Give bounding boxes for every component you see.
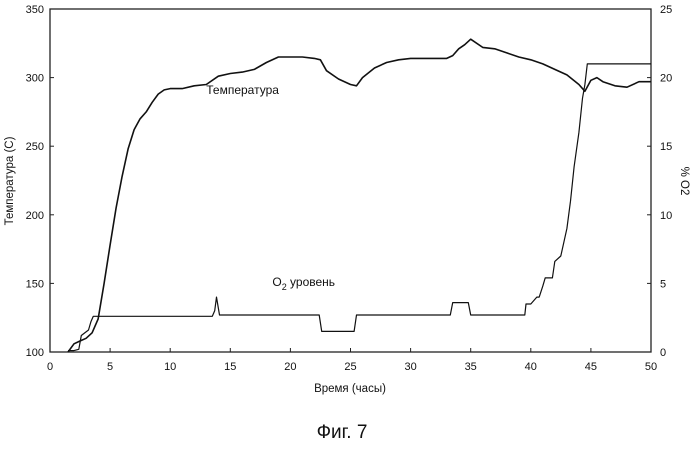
x-tick-label: 10 xyxy=(164,361,176,373)
y-left-tick-label: 150 xyxy=(26,278,44,290)
x-tick-label: 15 xyxy=(224,361,236,373)
y-axis-title-right: % О2 xyxy=(678,167,690,196)
x-tick-label: 5 xyxy=(107,361,113,373)
x-tick-label: 45 xyxy=(585,361,597,373)
y-right-tick-label: 0 xyxy=(660,347,666,359)
x-tick-label: 40 xyxy=(525,361,537,373)
annotation-o2-level: О2 уровень xyxy=(272,275,335,292)
x-tick-label: 25 xyxy=(344,361,356,373)
y-left-tick-label: 350 xyxy=(26,4,44,16)
x-axis-title: Время (часы) xyxy=(314,383,386,395)
figure-caption: Фиг. 7 xyxy=(317,422,368,443)
o2-level-series-line xyxy=(68,64,651,351)
annotation-temperature: Температура xyxy=(206,83,279,97)
y-right-tick-label: 10 xyxy=(660,210,672,222)
ticks-layer: 0 5 10 15 20 25 30 35 40 45 50 100 150 200 250 300 350 0 5… xyxy=(26,4,673,373)
y-axis-title-left: Температура (С) xyxy=(4,136,16,225)
y-right-tick-label: 5 xyxy=(660,278,666,290)
y-right-tick-label: 25 xyxy=(660,4,672,16)
x-tick-label: 30 xyxy=(404,361,416,373)
series-layer xyxy=(68,39,651,352)
y-left-tick-label: 100 xyxy=(26,347,44,359)
annotation-o2-rest: уровень xyxy=(287,275,335,289)
y-right-tick-label: 20 xyxy=(660,73,672,85)
annotation-o2-main: О xyxy=(272,275,281,289)
plot-frame xyxy=(50,9,651,352)
x-tick-label: 0 xyxy=(47,361,53,373)
y-left-tick-label: 250 xyxy=(26,141,44,153)
y-right-tick-label: 15 xyxy=(660,141,672,153)
x-tick-label: 35 xyxy=(465,361,477,373)
temperature-series-line xyxy=(68,39,651,352)
x-tick-label: 20 xyxy=(284,361,296,373)
y-left-tick-label: 200 xyxy=(26,210,44,222)
x-tick-label: 50 xyxy=(645,361,657,373)
y-left-tick-label: 300 xyxy=(26,73,44,85)
